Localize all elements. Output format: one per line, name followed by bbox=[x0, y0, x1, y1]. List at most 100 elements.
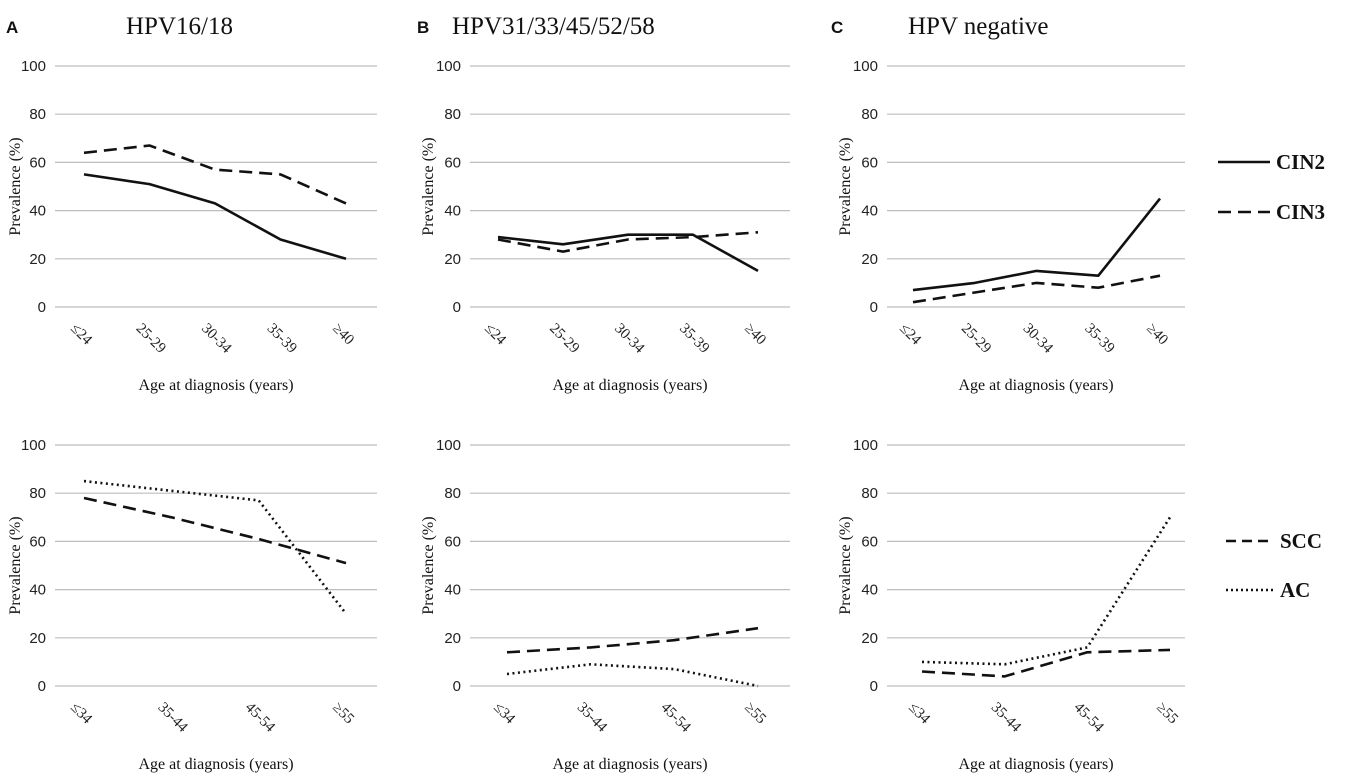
x-axis-label: Age at diagnosis (years) bbox=[958, 756, 1113, 773]
x-tick-label: ≥55 bbox=[329, 700, 357, 728]
plot-area: 0 20 40 60 80 100 ≤24 25-29 30-34 35-39 ≥40 Prevale… bbox=[7, 58, 1185, 773]
x-tick-label: 35-39 bbox=[1081, 321, 1117, 357]
y-tick-label: 0 bbox=[38, 678, 46, 695]
x-tick-label: 25-29 bbox=[133, 321, 169, 357]
x-axis-label: Age at diagnosis (years) bbox=[552, 377, 707, 394]
x-tick-label: ≥55 bbox=[741, 700, 769, 728]
y-axis-label: Prevalence (%) bbox=[837, 516, 854, 614]
legend-histology: SCC AC bbox=[1226, 529, 1322, 602]
y-tick-label: 100 bbox=[436, 58, 461, 75]
x-tick-label: ≥55 bbox=[1153, 700, 1181, 728]
x-tick-label: 45-54 bbox=[1071, 700, 1107, 736]
series-line-scc bbox=[506, 626, 759, 654]
y-axis-label: Prevalence (%) bbox=[420, 516, 437, 614]
series-line-scc bbox=[921, 648, 1171, 678]
x-tick-label: ≤24 bbox=[67, 321, 95, 349]
x-tick-label: ≤34 bbox=[490, 700, 518, 728]
x-tick-label: 30-34 bbox=[611, 321, 647, 357]
x-tick-label: ≥40 bbox=[329, 321, 357, 349]
series-line-scc bbox=[83, 496, 347, 565]
y-tick-label: 0 bbox=[453, 299, 461, 316]
y-tick-label: 40 bbox=[444, 582, 461, 599]
x-tick-label: ≤34 bbox=[905, 700, 933, 728]
series-line-ac bbox=[506, 662, 759, 688]
y-tick-label: 0 bbox=[453, 678, 461, 695]
panel-letter-c: C bbox=[831, 18, 843, 37]
y-tick-label: 60 bbox=[29, 154, 46, 171]
y-tick-label: 80 bbox=[861, 485, 878, 502]
y-tick-label: 20 bbox=[861, 251, 878, 268]
x-tick-label: ≤34 bbox=[67, 700, 95, 728]
y-tick-label: 60 bbox=[861, 154, 878, 171]
y-tick-label: 20 bbox=[29, 251, 46, 268]
x-tick-label: 35-44 bbox=[574, 700, 610, 736]
y-tick-label: 100 bbox=[21, 437, 46, 454]
panel-5: 0 20 40 60 80 100 ≤34 35-44 45-54 ≥55 Prevalence (… bbox=[420, 437, 790, 773]
panel-6: 0 20 40 60 80 100 ≤34 35-44 45-54 ≥55 Prevalence (… bbox=[837, 437, 1185, 773]
x-tick-label: ≤24 bbox=[896, 321, 924, 349]
y-tick-label: 60 bbox=[444, 154, 461, 171]
x-tick-label: 45-54 bbox=[658, 700, 694, 736]
series-line-cin3 bbox=[497, 231, 759, 253]
y-tick-label: 80 bbox=[861, 106, 878, 123]
y-tick-label: 80 bbox=[29, 485, 46, 502]
y-tick-label: 40 bbox=[29, 582, 46, 599]
x-tick-label: 35-39 bbox=[676, 321, 712, 357]
series-line-cin2 bbox=[83, 173, 347, 261]
x-tick-label: 35-44 bbox=[155, 700, 191, 736]
panel-letter-a: A bbox=[6, 18, 18, 37]
y-tick-label: 40 bbox=[861, 582, 878, 599]
y-tick-label: 0 bbox=[870, 299, 878, 316]
x-axis-label: Age at diagnosis (years) bbox=[958, 377, 1113, 394]
series-line-cin3 bbox=[912, 274, 1161, 304]
legend-cin: CIN2 CIN3 bbox=[1218, 150, 1325, 224]
panel-2: 0 20 40 60 80 100 ≤24 25-29 30-34 35-39 ≥40 Prevale… bbox=[420, 58, 790, 394]
y-tick-label: 40 bbox=[444, 203, 461, 220]
x-tick-label: 25-29 bbox=[546, 321, 582, 357]
y-tick-label: 60 bbox=[444, 533, 461, 550]
series-line-cin2 bbox=[497, 233, 759, 273]
x-tick-label: ≥40 bbox=[741, 321, 769, 349]
y-tick-label: 100 bbox=[853, 58, 878, 75]
y-tick-label: 60 bbox=[861, 533, 878, 550]
x-tick-label: 45-54 bbox=[242, 700, 278, 736]
x-tick-label: ≥40 bbox=[1143, 321, 1171, 349]
panel-title-c: HPV negative bbox=[908, 13, 1049, 40]
series-line-ac bbox=[921, 516, 1172, 666]
x-tick-label: 30-34 bbox=[198, 321, 234, 357]
panel-title-a: HPV16/18 bbox=[126, 13, 233, 40]
y-axis-label: Prevalence (%) bbox=[7, 137, 24, 235]
legend-label-cin3: CIN3 bbox=[1276, 200, 1325, 224]
x-axis-label: Age at diagnosis (years) bbox=[138, 756, 293, 773]
y-tick-label: 20 bbox=[861, 630, 878, 647]
series-line-ac bbox=[83, 479, 348, 615]
series-line-cin2 bbox=[912, 197, 1162, 292]
legend-label-cin2: CIN2 bbox=[1276, 150, 1325, 174]
series-line-cin3 bbox=[83, 144, 347, 205]
y-tick-label: 100 bbox=[436, 437, 461, 454]
y-tick-label: 100 bbox=[853, 437, 878, 454]
x-tick-label: 35-39 bbox=[264, 321, 300, 357]
y-tick-label: 20 bbox=[444, 251, 461, 268]
panel-title-b: HPV31/33/45/52/58 bbox=[452, 13, 655, 40]
x-tick-label: ≤24 bbox=[481, 321, 509, 349]
panel-1: 0 20 40 60 80 100 ≤24 25-29 30-34 35-39 ≥40 Prevale… bbox=[7, 58, 377, 394]
x-tick-label: 30-34 bbox=[1020, 321, 1056, 357]
x-axis-label: Age at diagnosis (years) bbox=[138, 377, 293, 394]
y-tick-label: 100 bbox=[21, 58, 46, 75]
y-tick-label: 20 bbox=[444, 630, 461, 647]
x-axis-label: Age at diagnosis (years) bbox=[552, 756, 707, 773]
x-tick-label: 25-29 bbox=[958, 321, 994, 357]
y-tick-label: 40 bbox=[29, 203, 46, 220]
y-tick-label: 60 bbox=[29, 533, 46, 550]
y-tick-label: 40 bbox=[861, 203, 878, 220]
y-tick-label: 80 bbox=[444, 485, 461, 502]
y-tick-label: 0 bbox=[38, 299, 46, 316]
panel-letter-b: B bbox=[417, 18, 429, 37]
panel-3: 0 20 40 60 80 100 ≤24 25-29 30-34 35-39 ≥40 Prevale… bbox=[837, 58, 1185, 394]
legend-label-scc: SCC bbox=[1280, 529, 1322, 553]
y-tick-label: 20 bbox=[29, 630, 46, 647]
panel-4: 0 20 40 60 80 100 ≤34 35-44 45-54 ≥55 Prevalence (… bbox=[7, 437, 377, 773]
x-tick-label: 35-44 bbox=[988, 700, 1024, 736]
